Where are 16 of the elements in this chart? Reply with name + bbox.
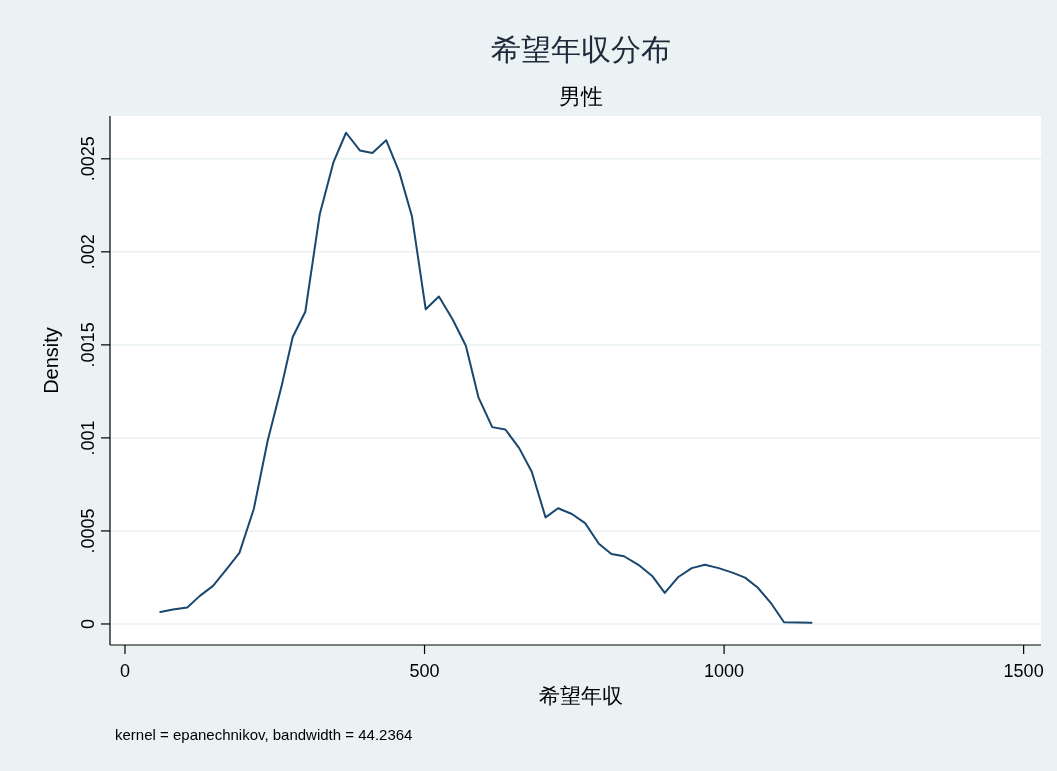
chart-subtitle: 男性 [558,84,603,109]
x-axis-title: 希望年収 [538,684,623,707]
y-tick-label: .0025 [78,136,98,182]
y-axis-title: Density [40,327,62,394]
y-tick-label: .002 [78,234,98,270]
y-tick-label: .0005 [78,508,98,554]
x-tick-label: 1000 [704,661,745,681]
y-tick-label: .001 [78,420,98,456]
x-tick-label: 500 [409,661,440,681]
y-tick-label: 0 [78,618,98,629]
x-tick-label: 1500 [1003,661,1044,681]
line-series [159,131,813,624]
x-tick-label: 0 [119,661,130,681]
y-tick-label: .0015 [78,322,98,368]
text: kernel = epanechnikov, bandwidth = 44.2364 [115,726,413,743]
chart-title: 希望年収分布 [490,33,671,66]
